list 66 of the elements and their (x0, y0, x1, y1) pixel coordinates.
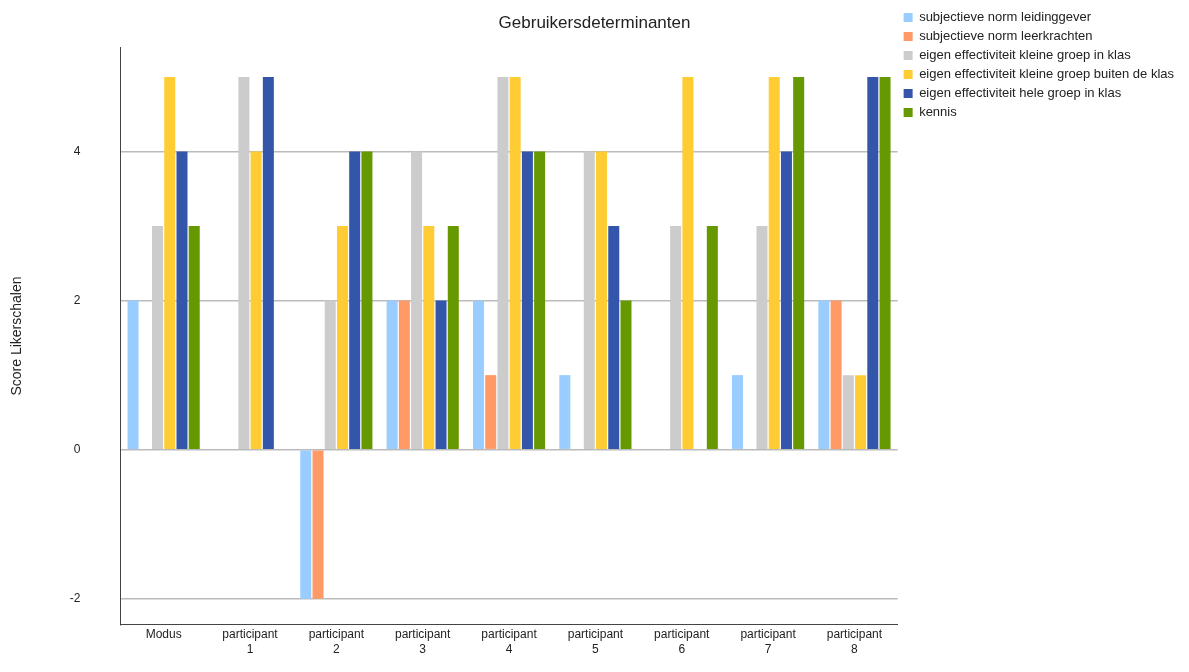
bar (780, 151, 792, 449)
bar (324, 300, 336, 449)
legend-label: eigen effectiviteit kleine groep buiten de klas (919, 66, 1175, 82)
chart-title: Gebruikersdeterminanten (498, 12, 691, 32)
bar (411, 151, 423, 449)
x-tick-label: participant 7 (740, 627, 797, 656)
x-tick-label: participant 6 (654, 627, 711, 656)
legend-label: eigen effectiviteit hele groep in klas (919, 85, 1122, 101)
bar (152, 226, 164, 449)
bar (793, 77, 805, 449)
bar (349, 151, 361, 449)
bar (608, 226, 620, 449)
bar (188, 226, 200, 449)
bar (312, 450, 324, 599)
legend-label: subjectieve norm leidinggever (919, 9, 1092, 25)
bar (732, 375, 744, 449)
bar (867, 77, 879, 449)
bar (706, 226, 718, 449)
bar (361, 151, 373, 449)
bar (670, 226, 682, 449)
bar (559, 375, 571, 449)
y-tick-label: 0 (73, 441, 81, 456)
bar (336, 226, 348, 449)
bar (127, 300, 139, 449)
x-tick-label: participant 5 (567, 627, 624, 656)
bar (398, 300, 410, 449)
bar (830, 300, 842, 449)
y-tick-label: 2 (73, 292, 81, 307)
x-tick-label: participant 1 (222, 627, 279, 656)
bar (238, 77, 250, 449)
bar (250, 151, 262, 449)
legend-label: kennis (919, 104, 958, 120)
bar (509, 77, 521, 449)
x-tick-label: participant 4 (481, 627, 538, 656)
bar (842, 375, 854, 449)
y-tick-label: 4 (73, 143, 81, 158)
bar (682, 77, 694, 449)
x-tick-label: Modus (145, 627, 182, 642)
bar (386, 300, 398, 449)
bar (262, 77, 274, 449)
x-tick-label: participant 8 (826, 627, 883, 656)
bar (300, 450, 312, 599)
bar (768, 77, 780, 449)
bar (176, 151, 188, 449)
y-axis-title: Score Likerschalen (8, 276, 25, 396)
bar (423, 226, 435, 449)
x-tick-label: participant 3 (395, 627, 452, 656)
bar (472, 300, 484, 449)
bar (855, 375, 867, 449)
bar (620, 300, 632, 449)
bar (583, 151, 595, 449)
bar (447, 226, 459, 449)
bar (534, 151, 546, 449)
bar (485, 375, 497, 449)
bar (521, 151, 533, 449)
bar (435, 300, 447, 449)
bar (497, 77, 509, 449)
legend-label: eigen effectiviteit kleine groep in klas (919, 47, 1132, 63)
bar (596, 151, 608, 449)
legend-label: subjectieve norm leerkrachten (919, 28, 1093, 44)
bar (164, 77, 176, 449)
bar (756, 226, 768, 449)
bar (818, 300, 830, 449)
x-tick-label: participant 2 (308, 627, 365, 656)
bar (879, 77, 891, 449)
y-tick-label: -2 (69, 591, 81, 606)
